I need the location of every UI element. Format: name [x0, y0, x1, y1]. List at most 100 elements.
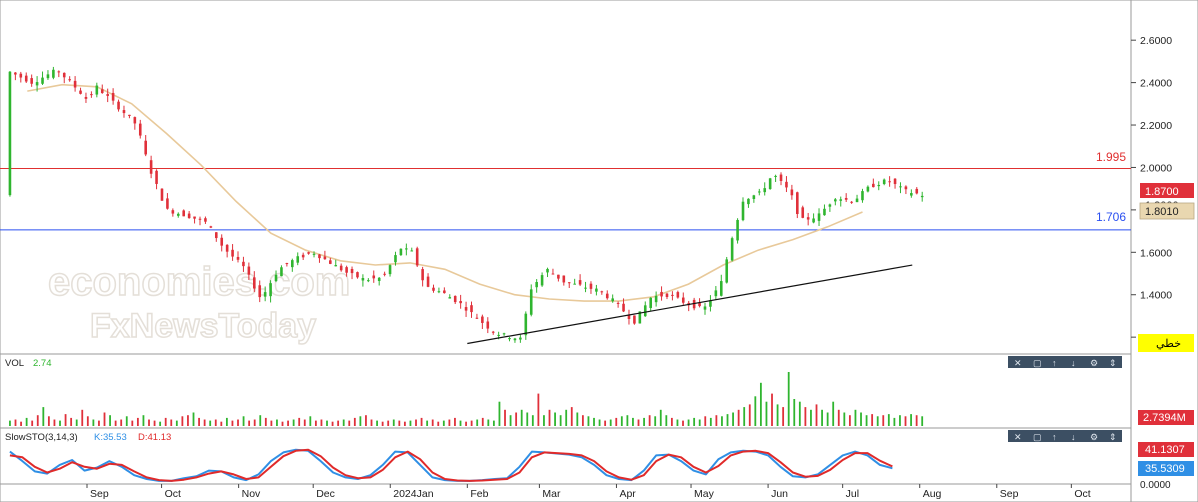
volume-bar	[148, 419, 150, 426]
volume-bar	[209, 420, 212, 426]
candle-body	[372, 275, 376, 279]
volume-bar	[604, 420, 607, 426]
volume-bar	[426, 420, 429, 426]
x-tick-label: Apr	[619, 488, 636, 500]
candle-body	[383, 273, 386, 275]
trendline[interactable]	[467, 264, 913, 345]
candle-body	[231, 249, 234, 257]
settings-icon[interactable]: ⚙	[1090, 358, 1098, 368]
candle-body	[41, 77, 44, 84]
volume-bar	[448, 419, 451, 426]
candle-body	[681, 297, 685, 303]
volume-bar	[225, 417, 228, 426]
move-up-icon[interactable]: ↑	[1052, 358, 1057, 368]
stochastic-k-value: 35.5309	[1145, 463, 1185, 475]
candle-body	[719, 281, 723, 296]
volume-bar	[581, 415, 584, 426]
volume-bar	[465, 421, 467, 426]
volume-bar	[281, 421, 284, 426]
candle-body	[166, 198, 169, 209]
stochastic-k-label: K:35.53	[94, 432, 127, 443]
volume-bar	[370, 419, 373, 426]
close-icon[interactable]: ✕	[1014, 432, 1022, 442]
volume-bar	[759, 382, 762, 426]
candle-body	[52, 69, 55, 78]
candle-body	[432, 287, 435, 291]
last-price-badge	[1140, 183, 1194, 198]
candle-body	[426, 276, 430, 287]
candle-body	[350, 268, 354, 274]
volume-last-value: 2.7394M	[1143, 412, 1186, 424]
resistance-label: 1.995	[1096, 150, 1126, 164]
move-down-icon[interactable]: ↓	[1071, 432, 1076, 442]
volume-bar	[904, 416, 907, 426]
volume-bar	[125, 416, 128, 426]
candle-body	[866, 186, 870, 192]
volume-bar	[298, 417, 301, 426]
stochastic-d-label: D:41.13	[138, 432, 171, 443]
last-price-value: 1.8700	[1145, 186, 1179, 198]
move-down-icon[interactable]: ↓	[1071, 358, 1076, 368]
volume-bar	[159, 421, 162, 426]
volume-bar	[31, 420, 34, 426]
candle-body	[643, 305, 647, 317]
volume-bar	[64, 414, 67, 426]
candle-body	[73, 80, 77, 88]
settings-icon[interactable]: ⚙	[1090, 432, 1098, 442]
candle-body	[540, 275, 544, 286]
chart-type-tag[interactable]	[1138, 334, 1194, 352]
candle-body	[763, 188, 767, 193]
candle-body	[410, 250, 414, 252]
candle-body	[747, 198, 750, 205]
volume-bar	[70, 417, 73, 426]
volume-bar	[860, 412, 862, 426]
x-tick-label: Oct	[165, 488, 181, 500]
candle-body	[301, 254, 305, 258]
panel-toolbar-bg	[1008, 356, 1122, 368]
candle-body	[133, 117, 137, 124]
volume-bar	[192, 412, 195, 426]
scroll-icon[interactable]: ⇕	[1109, 432, 1117, 442]
volume-bar	[793, 399, 796, 426]
scroll-icon[interactable]: ⇕	[1109, 358, 1117, 368]
volume-bar	[9, 420, 11, 426]
volume-bar	[98, 420, 100, 426]
watermark-line2: FxNewsToday	[90, 307, 316, 345]
move-up-icon[interactable]: ↑	[1052, 432, 1057, 442]
candle-body	[269, 283, 272, 297]
volume-bar	[36, 415, 39, 426]
close-icon[interactable]: ✕	[1014, 358, 1022, 368]
volume-bar	[915, 415, 918, 426]
volume-bar	[687, 419, 690, 426]
candle-body	[882, 179, 886, 185]
volume-layer	[9, 372, 924, 426]
panel-toolbars: ✕ ▢ ↑ ↓ ⚙ ⇕ ✕ ▢ ↑ ↓ ⚙ ⇕	[1008, 356, 1122, 442]
maximize-icon[interactable]: ▢	[1033, 358, 1042, 368]
volume-bar	[53, 419, 56, 426]
volume-bar	[253, 419, 256, 426]
maximize-icon[interactable]: ▢	[1033, 432, 1042, 442]
candle-body	[274, 274, 278, 282]
stochastic-k-badge	[1138, 461, 1194, 476]
volume-indicator-value: 2.74	[33, 358, 52, 369]
candle-body	[19, 73, 23, 78]
volume-bar	[353, 417, 356, 426]
volume-bar	[598, 419, 601, 426]
candle-body	[855, 198, 859, 203]
candle-body	[475, 317, 479, 319]
candle-body	[204, 218, 207, 222]
volume-bar	[743, 407, 746, 426]
volume-bar	[198, 417, 200, 426]
volume-bar	[771, 393, 773, 426]
volume-bar	[548, 409, 551, 426]
volume-bar	[765, 401, 768, 426]
candle-body	[524, 313, 528, 336]
volume-bar	[787, 372, 790, 426]
volume-bar	[698, 419, 701, 426]
volume-bar	[821, 409, 823, 426]
volume-bar	[748, 404, 751, 426]
volume-bar	[470, 420, 473, 426]
candle-body	[187, 213, 191, 219]
candle-body	[307, 252, 310, 254]
candle-body	[394, 255, 397, 263]
